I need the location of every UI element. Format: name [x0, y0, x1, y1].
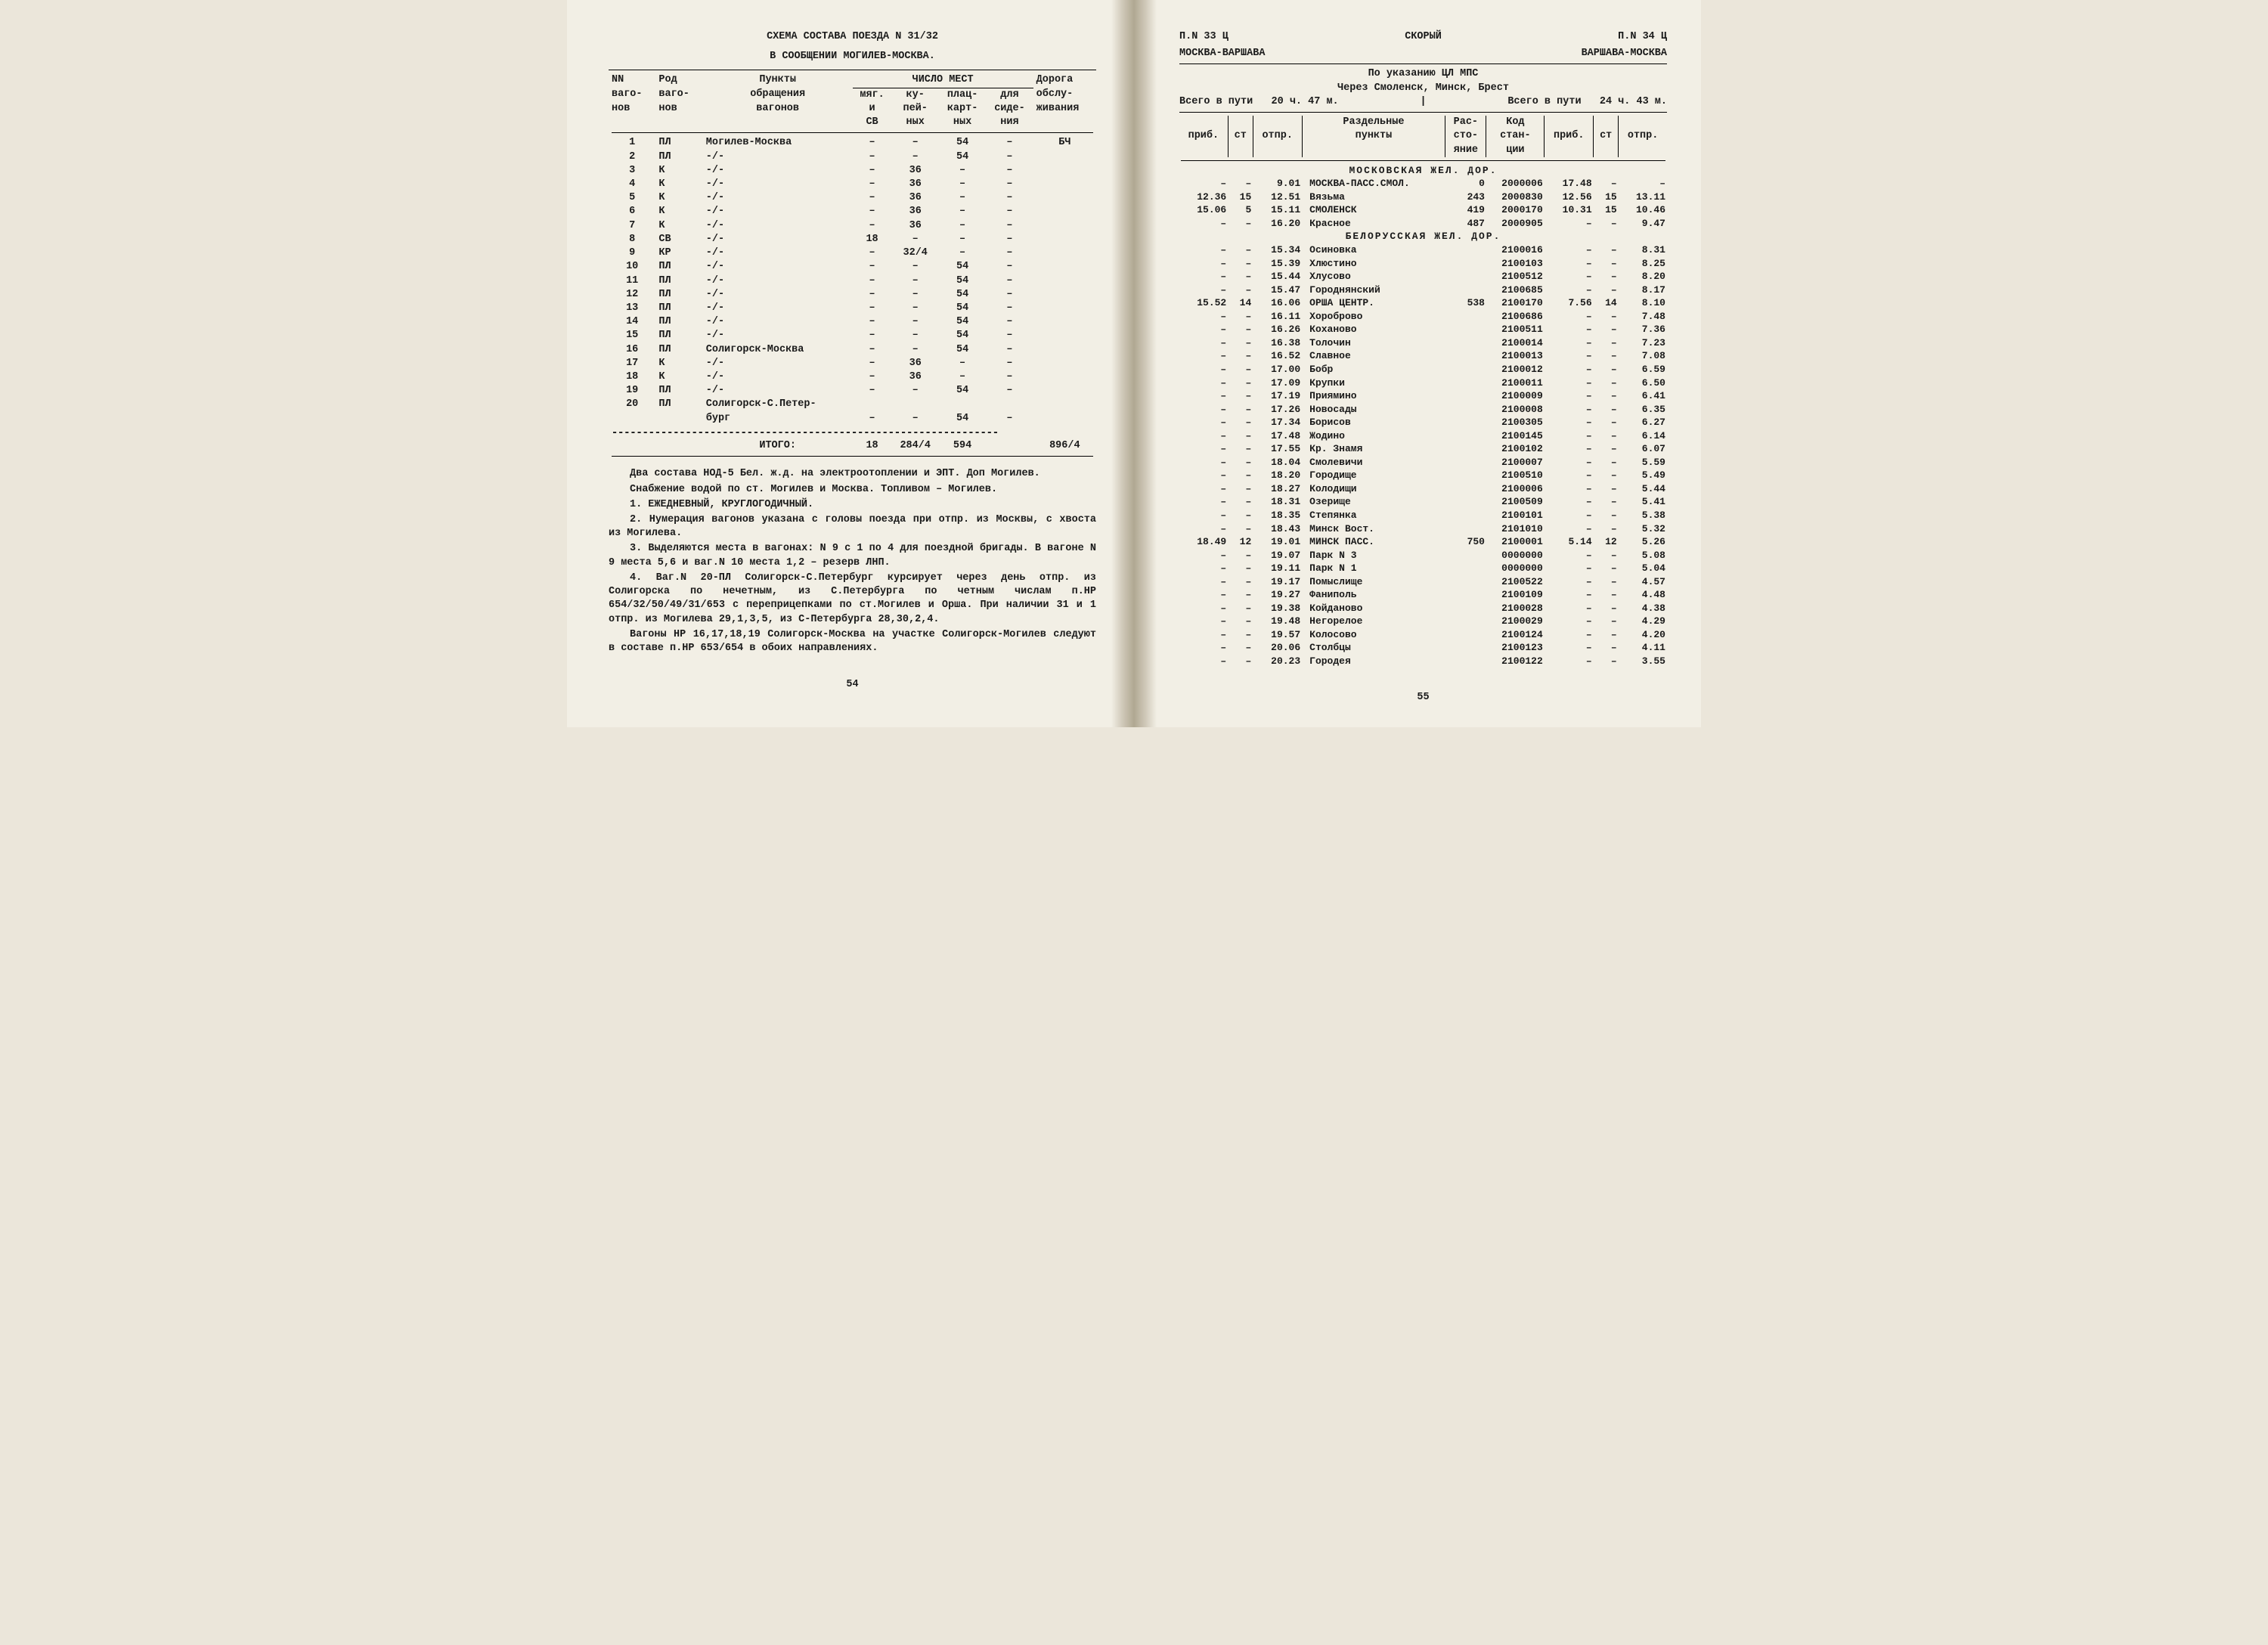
table-row: 18К-/-–36––: [609, 370, 1096, 384]
note-paragraph: Два состава НОД-5 Бел. ж.д. на электроот…: [609, 467, 1096, 481]
via-1: По указанию ЦЛ МПС: [1179, 67, 1667, 81]
timetable-row: ––19.07Парк N 30000000––5.08: [1179, 549, 1667, 562]
timetable-row: ––18.43Минск Вост.2101010––5.32: [1179, 522, 1667, 536]
timetable-row: 15.521416.06ОРША ЦЕНТР.53821001707.56148…: [1179, 296, 1667, 310]
timetable-row: ––18.27Колодищи2100006––5.44: [1179, 482, 1667, 496]
table-row: 7К-/-–36––: [609, 219, 1096, 233]
note-paragraph: Снабжение водой по ст. Могилев и Москва.…: [609, 483, 1096, 497]
timetable-row: ––17.19Приямино2100009––6.41: [1179, 389, 1667, 403]
via-2: Через Смоленск, Минск, Брест: [1179, 82, 1667, 95]
timetable-row: ––20.23Городея2100122––3.55: [1179, 655, 1667, 668]
table-row: 1ПЛМогилев-Москва––54–БЧ: [609, 136, 1096, 150]
notes-block: Два состава НОД-5 Бел. ж.д. на электроот…: [609, 467, 1096, 655]
timetable-row: ––19.38Койданово2100028––4.38: [1179, 602, 1667, 615]
timetable-row: ––16.38Толочин2100014––7.23: [1179, 336, 1667, 350]
left-title-1: СХЕМА СОСТАВА ПОЕЗДА N 31/32: [609, 30, 1096, 44]
timetable-row: ––18.20Городище2100510––5.49: [1179, 469, 1667, 482]
table-row: бург––54–: [609, 412, 1096, 426]
train-num-b: П.N 34 Ц: [1618, 30, 1667, 44]
timetable-row: ––17.55Кр. Знамя2100102––6.07: [1179, 442, 1667, 456]
train-num-a: П.N 33 Ц: [1179, 30, 1228, 44]
table-row: 3К-/-–36––: [609, 164, 1096, 178]
table-row: 17К-/-–36––: [609, 357, 1096, 370]
table-row: 6К-/-–36––: [609, 205, 1096, 218]
right-page: П.N 33 Ц СКОРЫЙ П.N 34 Ц МОСКВА-ВАРШАВА …: [1134, 0, 1701, 727]
table-row: 8СВ-/-18–––: [609, 233, 1096, 246]
table-row: 14ПЛ-/-––54–: [609, 315, 1096, 329]
note-paragraph: 1. ЕЖЕДНЕВНЫЙ, КРУГЛОГОДИЧНЫЙ.: [609, 498, 1096, 512]
page-number-right: 55: [1179, 691, 1667, 705]
section-2: БЕЛОРУССКАЯ ЖЕЛ. ДОР.: [1179, 230, 1667, 243]
table-row: 9КР-/-–32/4––: [609, 246, 1096, 260]
timetable-row: ––17.00Бобр2100012––6.59: [1179, 363, 1667, 376]
route-a: МОСКВА-ВАРШАВА: [1179, 47, 1265, 60]
table-row: 11ПЛ-/-––54–: [609, 274, 1096, 288]
timetable-row: ––16.11Хороброво2100686––7.48: [1179, 310, 1667, 324]
table-row: 20ПЛСолигорск-С.Петер-: [609, 398, 1096, 411]
table-row: 4К-/-–36––: [609, 178, 1096, 191]
table-row: 19ПЛ-/-––54–: [609, 384, 1096, 398]
left-title-2: В СООБЩЕНИИ МОГИЛЕВ-МОСКВА.: [609, 50, 1096, 64]
left-page: СХЕМА СОСТАВА ПОЕЗДА N 31/32 В СООБЩЕНИИ…: [567, 0, 1134, 727]
timetable-row: ––9.01МОСКВА-ПАСС.СМОЛ.0200000617.48––: [1179, 177, 1667, 191]
timetable-row: ––20.06Столбцы2100123––4.11: [1179, 641, 1667, 655]
book-spread: СХЕМА СОСТАВА ПОЕЗДА N 31/32 В СООБЩЕНИИ…: [567, 0, 1701, 727]
timetable-row: ––19.17Помыслище2100522––4.57: [1179, 575, 1667, 589]
timetable-row: ––16.20Красное4872000905––9.47: [1179, 217, 1667, 231]
note-paragraph: Вагоны НР 16,17,18,19 Солигорск-Москва н…: [609, 628, 1096, 655]
composition-table: NN Род Пункты ЧИСЛО МЕСТ Дорога ваго- ва…: [609, 73, 1096, 460]
table-row: 5К-/-–36––: [609, 191, 1096, 205]
timetable-row: ––19.57Колосово2100124––4.20: [1179, 628, 1667, 642]
section-1: МОСКОВСКАЯ ЖЕЛ. ДОР.: [1179, 164, 1667, 178]
timetable-row: ––15.39Хлюстино2100103––8.25: [1179, 257, 1667, 271]
timetable-row: ––16.52Славное2100013––7.08: [1179, 349, 1667, 363]
timetable-row: ––17.34Борисов2100305––6.27: [1179, 416, 1667, 429]
timetable-row: ––17.09Крупки2100011––6.50: [1179, 376, 1667, 390]
table-row: 16ПЛСолигорск-Москва––54–: [609, 343, 1096, 357]
timetable-row: ––18.31Озерище2100509––5.41: [1179, 495, 1667, 509]
timetable-row: ––19.11Парк N 10000000––5.04: [1179, 562, 1667, 575]
timetable-row: ––15.47Городнянский2100685––8.17: [1179, 283, 1667, 297]
timetable-row: 15.06515.11СМОЛЕНСК419200017010.311510.4…: [1179, 203, 1667, 217]
timetable-row: ––18.35Степянка2100101––5.38: [1179, 509, 1667, 522]
table-row: 13ПЛ-/-––54–: [609, 302, 1096, 315]
train-type: СКОРЫЙ: [1405, 30, 1442, 44]
route-b: ВАРШАВА-МОСКВА: [1582, 47, 1667, 60]
timetable-row: 18.491219.01МИНСК ПАСС.75021000015.14125…: [1179, 535, 1667, 549]
timetable-row: 12.361512.51Вязьма243200083012.561513.11: [1179, 191, 1667, 204]
timetable: приб. ст отпр. Раздельныепункты Рас-сто-…: [1179, 116, 1667, 668]
table-row: 2ПЛ-/-––54–: [609, 150, 1096, 164]
timetable-row: ––18.04Смолевичи2100007––5.59: [1179, 456, 1667, 469]
note-paragraph: 3. Выделяются места в вагонах: N 9 с 1 п…: [609, 542, 1096, 569]
timetable-row: ––15.44Хлусово2100512––8.20: [1179, 270, 1667, 283]
timetable-row: ––16.26Коханово2100511––7.36: [1179, 323, 1667, 336]
table-row: 15ПЛ-/-––54–: [609, 329, 1096, 342]
timetable-row: ––17.26Новосады2100008––6.35: [1179, 403, 1667, 417]
table-row: 10ПЛ-/-––54–: [609, 260, 1096, 274]
timetable-row: ––15.34Осиновка2100016––8.31: [1179, 243, 1667, 257]
note-paragraph: 2. Нумерация вагонов указана с головы по…: [609, 513, 1096, 541]
timetable-row: ––17.48Жодино2100145––6.14: [1179, 429, 1667, 443]
note-paragraph: 4. Ваг.N 20-ПЛ Солигорск-С.Петербург кур…: [609, 572, 1096, 627]
total-row: ИТОГО: 18 284/4 594 896/4: [609, 439, 1096, 453]
timetable-row: ––19.27Фаниполь2100109––4.48: [1179, 588, 1667, 602]
table-row: 12ПЛ-/-––54–: [609, 288, 1096, 302]
timetable-row: ––19.48Негорелое2100029––4.29: [1179, 615, 1667, 628]
page-number-left: 54: [609, 678, 1096, 692]
